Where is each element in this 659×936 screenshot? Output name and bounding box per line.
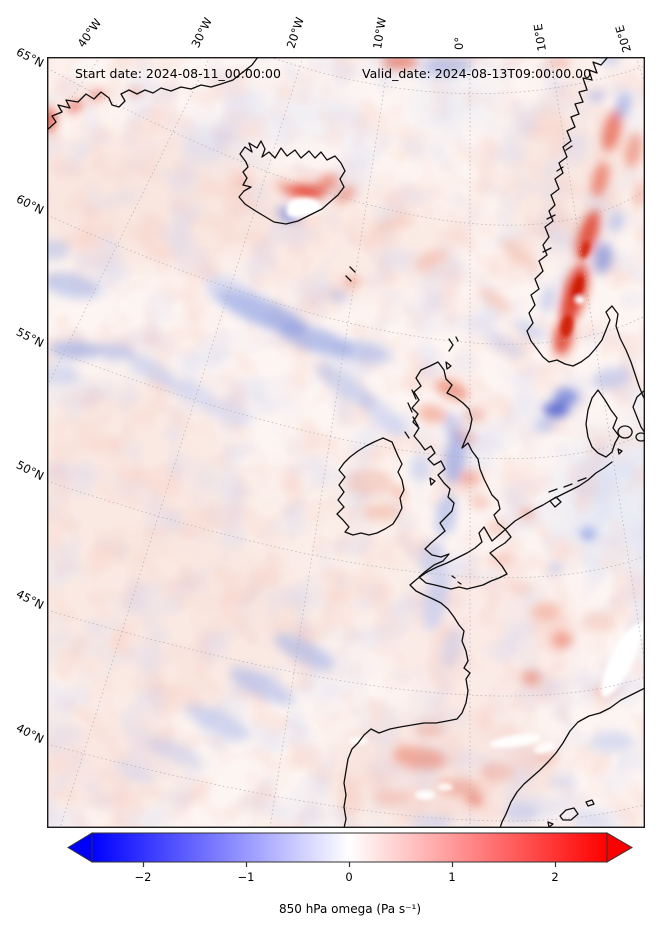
- lat-tick-60n: 60°N: [13, 191, 47, 218]
- coast-continent-west: [343, 461, 613, 828]
- lat-tick-65n: 65°N: [13, 44, 47, 71]
- coast-frisian-islands: [548, 477, 587, 493]
- coast-balearics: [547, 799, 595, 828]
- colorbar-axis-label: 850 hPa omega (Pa s⁻¹): [278, 902, 421, 916]
- coast-channel-islands: [451, 575, 462, 585]
- lat-tick-40n: 40°N: [13, 720, 47, 747]
- lat-tick-55n: 55°N: [13, 324, 47, 351]
- coast-great-britain: [411, 361, 512, 590]
- colorbar-gradient-bar: [91, 832, 608, 863]
- omega-field-features: [47, 57, 645, 828]
- cbar-tick-2: 2: [551, 870, 559, 884]
- coast-mediterranean: [499, 687, 645, 828]
- coast-norway: [526, 57, 645, 401]
- coast-ireland: [336, 437, 405, 536]
- lon-tick-10w: 10°W: [370, 16, 389, 51]
- cbar-tick-1: 1: [448, 870, 456, 884]
- lon-tick-30w: 30°W: [188, 15, 215, 50]
- valid-date-annotation: Valid_date: 2024-08-13T09:00:00.00: [362, 66, 592, 81]
- start-date-annotation: Start date: 2024-08-11_00:00:00: [75, 66, 281, 81]
- coast-hebrides: [404, 389, 419, 439]
- coast-iceland: [238, 140, 346, 225]
- lon-tick-20w: 20°W: [283, 15, 307, 51]
- colorbar-extend-right-arrow: [606, 832, 633, 863]
- coast-norway-islets: [542, 145, 573, 253]
- lon-tick-20e: 20°E: [612, 23, 634, 55]
- map-frame: [47, 57, 645, 828]
- colorbar-extend-left-arrow: [67, 832, 93, 863]
- coast-sweden: [632, 389, 645, 434]
- graticule: [47, 57, 645, 828]
- colorbar: [67, 832, 633, 867]
- colorbar-tick-marks: [142, 862, 557, 867]
- omega-field-details: [286, 198, 645, 800]
- lat-tick-50n: 50°N: [13, 457, 47, 484]
- blue-noise-texture: [47, 57, 645, 828]
- coastlines: [47, 57, 645, 828]
- coast-orkney: [445, 361, 452, 370]
- coast-greenland: [47, 57, 259, 131]
- lon-tick-40w: 40°W: [74, 15, 105, 51]
- lon-tick-0: 0°: [452, 36, 466, 50]
- coast-faroes: [345, 266, 356, 282]
- coast-isle-of-man: [429, 477, 436, 486]
- lat-tick-45n: 45°N: [13, 586, 47, 613]
- cbar-tick-neg1: −1: [237, 870, 255, 884]
- cbar-tick-neg2: −2: [134, 870, 152, 884]
- coast-shetland: [448, 336, 459, 352]
- coast-jutland: [585, 389, 620, 458]
- coast-danish-islands: [617, 425, 645, 455]
- lon-tick-10e: 10°E: [530, 22, 549, 53]
- cbar-tick-0: 0: [345, 870, 353, 884]
- map-canvas: [47, 57, 645, 828]
